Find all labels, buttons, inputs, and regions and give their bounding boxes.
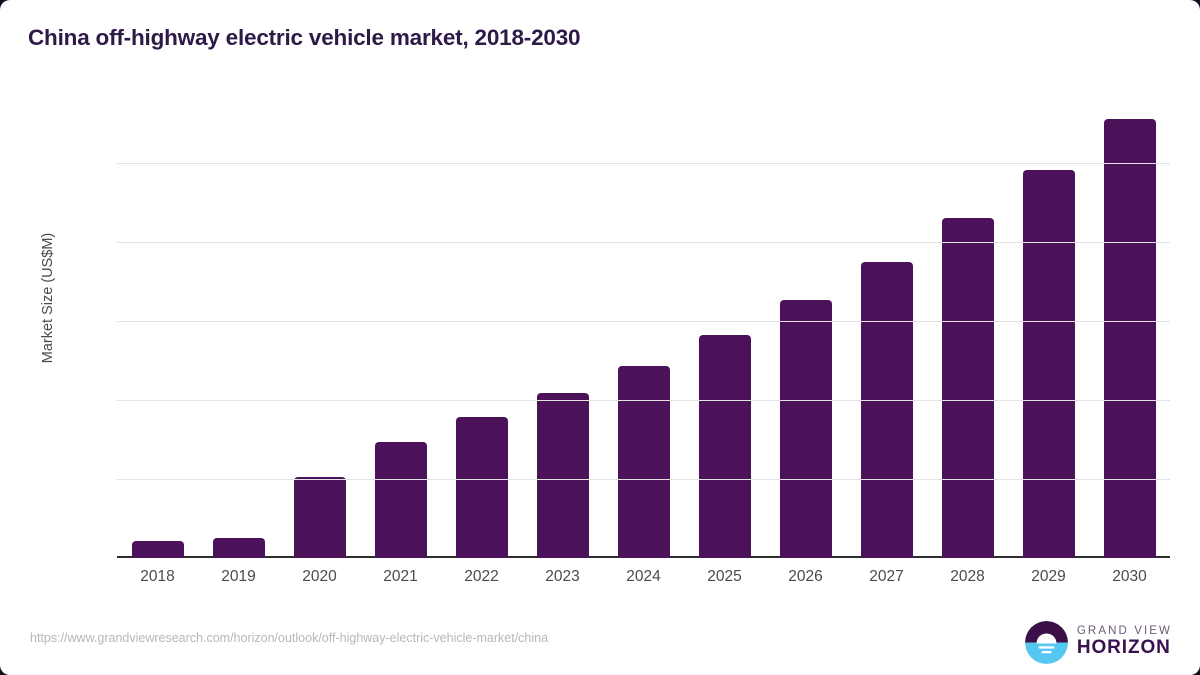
x-axis-tick-label: 2027 — [869, 568, 904, 585]
plot-area: 0250500750100012502018201920202021202220… — [117, 100, 1170, 585]
bar-2021[interactable] — [374, 442, 427, 558]
bar-2025[interactable] — [698, 334, 751, 558]
x-axis-tick-label: 2025 — [707, 568, 742, 585]
gridline — [117, 163, 1170, 165]
x-axis-tick-label: 2018 — [140, 568, 175, 585]
chart-title: China off-highway electric vehicle marke… — [28, 25, 581, 50]
x-axis-tick-label: 2024 — [626, 568, 661, 585]
bar-2028[interactable] — [941, 218, 994, 558]
bars-container — [117, 100, 1170, 558]
source-url[interactable]: https://www.grandviewresearch.com/horizo… — [30, 631, 549, 645]
x-axis-tick-label: 2028 — [950, 568, 985, 585]
bar-slot — [198, 100, 279, 558]
bar-slot — [279, 100, 360, 558]
y-axis-title: Market Size (US$M) — [40, 232, 56, 364]
logo-line-1: GRAND VIEW — [1076, 624, 1172, 637]
horizon-sun-circle-icon — [1024, 620, 1068, 664]
bar-slot — [117, 100, 198, 558]
bar-2029[interactable] — [1022, 170, 1075, 558]
bar-slot — [846, 100, 927, 558]
bar-2023[interactable] — [536, 393, 589, 558]
x-axis-tick-label: 2020 — [302, 568, 337, 585]
bar-slot — [684, 100, 765, 558]
x-axis-tick-label: 2023 — [545, 568, 580, 585]
x-axis-tick-label: 2030 — [1112, 568, 1147, 585]
x-axis-tick-label: 2026 — [788, 568, 823, 585]
gridline — [117, 479, 1170, 481]
bar-2027[interactable] — [860, 261, 913, 558]
bar-slot — [1089, 100, 1170, 558]
bar-slot — [765, 100, 846, 558]
logo-text: GRAND VIEW HORIZON — [1077, 625, 1172, 659]
logo-line-2: HORIZON — [1076, 637, 1171, 659]
x-axis-tick-label: 2022 — [464, 568, 499, 585]
grand-view-horizon-logo[interactable]: GRAND VIEW HORIZON — [1024, 618, 1172, 666]
bar-slot — [360, 100, 441, 558]
bar-2019[interactable] — [212, 538, 265, 558]
bar-slot — [927, 100, 1008, 558]
bar-slot — [522, 100, 603, 558]
gridline — [117, 321, 1170, 323]
bar-2022[interactable] — [455, 416, 508, 558]
bar-2018[interactable] — [131, 541, 184, 558]
bar-slot — [1008, 100, 1089, 558]
gridline — [117, 242, 1170, 244]
gridline — [117, 400, 1170, 402]
bar-2020[interactable] — [293, 477, 346, 558]
x-axis-tick-label: 2029 — [1031, 568, 1066, 585]
x-axis-tick-label: 2019 — [221, 568, 256, 585]
bar-2026[interactable] — [779, 299, 832, 558]
bar-2024[interactable] — [617, 366, 670, 558]
x-axis-tick-label: 2021 — [383, 568, 418, 585]
bar-2030[interactable] — [1103, 118, 1156, 558]
bar-slot — [603, 100, 684, 558]
bar-slot — [441, 100, 522, 558]
